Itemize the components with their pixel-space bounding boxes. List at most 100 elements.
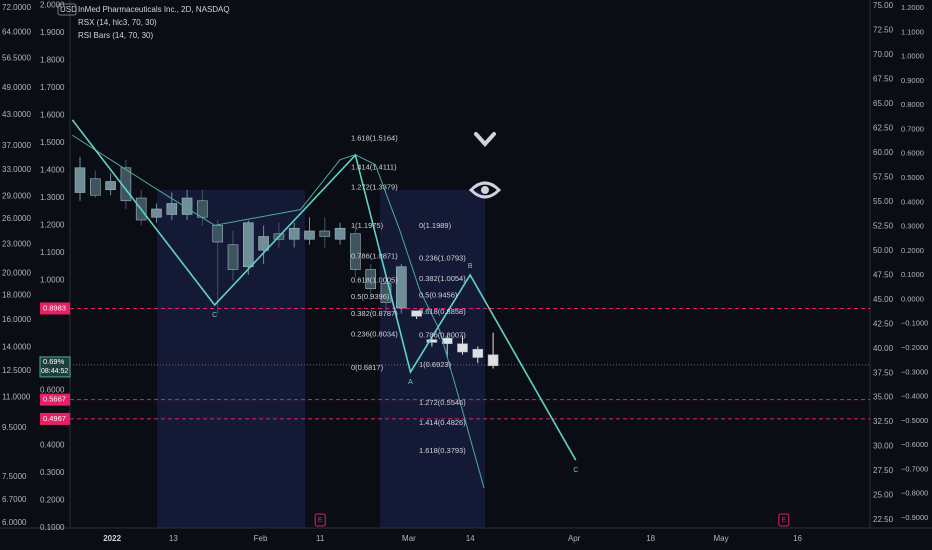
fib-label: 0.5(0.9396): [351, 292, 390, 301]
y-tick-label: 1.8000: [40, 56, 65, 65]
y0-tick-label: 9.5000: [2, 423, 27, 432]
y-tick-label: 0.1000: [40, 523, 65, 532]
level-badge: [40, 302, 70, 315]
y2-tick-label: 40.00: [873, 344, 894, 353]
y0-tick-label: 16.0000: [2, 315, 31, 324]
y0-tick-label: 11.0000: [2, 392, 31, 401]
y3-tick-label: −0.7000: [901, 464, 928, 473]
fib-label: 0.236(0.8034): [351, 330, 398, 339]
y3-tick-label: 0.0000: [901, 294, 924, 303]
y2-tick-label: 60.00: [873, 148, 894, 157]
candle-body: [151, 208, 162, 218]
y0-tick-label: 29.0000: [2, 192, 31, 201]
y0-tick-label: 23.0000: [2, 240, 31, 249]
candle-body: [105, 181, 116, 191]
y2-tick-label: 72.50: [873, 26, 894, 35]
y-tick-label: 0.6000: [40, 386, 65, 395]
candle-body: [426, 339, 438, 343]
level-badge: [40, 393, 70, 406]
y0-tick-label: 20.0000: [2, 269, 31, 278]
y-tick-label: 1.7000: [40, 83, 65, 92]
y0-tick-label: 12.5000: [2, 366, 31, 375]
y0-tick-label: 6.7000: [2, 495, 27, 504]
y3-tick-label: 0.8000: [901, 100, 924, 109]
collapse-icon[interactable]: [474, 132, 496, 147]
y0-tick-label: 7.5000: [2, 472, 27, 481]
x-tick-label: 2022: [103, 534, 121, 543]
y-tick-label: 2.0000: [40, 1, 65, 10]
y0-tick-label: 14.0000: [2, 343, 31, 352]
y2-tick-label: 35.00: [873, 393, 894, 402]
rsi-zone: [157, 190, 305, 528]
fib-label: 1.618(0.3793): [419, 446, 466, 455]
y2-tick-label: 32.50: [873, 417, 894, 426]
fib-label: 0.236(1.0793): [419, 254, 466, 263]
y2-tick-label: 62.50: [873, 123, 894, 132]
y3-tick-label: −0.3000: [901, 367, 928, 376]
candle-body: [457, 343, 468, 353]
candle-body: [334, 227, 346, 240]
y0-tick-label: 6.0000: [2, 518, 27, 527]
y0-tick-label: 26.0000: [2, 214, 31, 223]
candle-body: [166, 203, 178, 215]
candle-body: [212, 225, 223, 243]
x-tick-label: 14: [466, 534, 475, 543]
current-badge: [39, 356, 71, 378]
zigzag-line: [71, 119, 577, 461]
y3-tick-label: 0.6000: [901, 149, 924, 158]
wave-label: C: [212, 312, 217, 319]
x-tick-label: 13: [169, 534, 178, 543]
fib-label: 1.272(0.5546): [419, 398, 466, 407]
fib-label: 0.786(1.0871): [351, 252, 398, 261]
y-tick-label: 0.2000: [40, 496, 65, 505]
y0-tick-label: 37.0000: [2, 141, 31, 150]
y2-tick-label: 37.50: [873, 368, 894, 377]
level-badge: [40, 412, 70, 425]
y3-tick-label: 0.5000: [901, 173, 924, 182]
y2-tick-label: 52.50: [873, 221, 894, 230]
candle-body: [288, 227, 300, 240]
y-tick-label: 1.4000: [40, 166, 65, 175]
fib-label: 0.618(1.0005): [351, 275, 398, 284]
current-time: 08:44:52: [41, 368, 68, 375]
y3-tick-label: −0.6000: [901, 440, 928, 449]
y3-tick-label: −0.2000: [901, 343, 928, 352]
y2-tick-label: 70.00: [873, 50, 894, 59]
candle-body: [411, 310, 422, 317]
fib-label: 1(1.1975): [351, 221, 384, 230]
y3-tick-label: 1.0000: [901, 52, 924, 61]
x-tick-label: 11: [316, 534, 325, 543]
candle-body: [365, 269, 377, 290]
y2-tick-label: 55.00: [873, 197, 894, 206]
candle-body: [181, 197, 193, 215]
fib-label: 0(0.6817): [351, 363, 384, 372]
eye-icon[interactable]: [468, 181, 502, 199]
event-marker: [778, 513, 790, 527]
y2-tick-label: 42.50: [873, 319, 894, 328]
currency-badge: [57, 3, 77, 16]
wave-label: B: [468, 263, 473, 270]
y0-tick-label: 64.0000: [2, 28, 31, 37]
fib-label: 1.272(1.3379): [351, 183, 398, 192]
y-tick-label: 1.0000: [40, 276, 65, 285]
y3-tick-label: 1.2000: [901, 3, 924, 12]
level-label: 0.5667: [43, 395, 66, 404]
x-tick-label: 16: [793, 534, 802, 543]
currency: USD: [60, 5, 77, 14]
y3-tick-label: −0.1000: [901, 319, 928, 328]
y3-tick-label: 0.4000: [901, 197, 924, 206]
y0-tick-label: 49.0000: [2, 83, 31, 92]
x-tick-label: May: [714, 534, 729, 543]
y3-tick-label: −0.8000: [901, 489, 928, 498]
candle-body: [319, 230, 331, 237]
y-tick-label: 1.5000: [40, 138, 65, 147]
candle-body: [90, 178, 101, 196]
fib-label: 0.382(0.8787): [351, 309, 398, 318]
y0-tick-label: 18.0000: [2, 290, 31, 299]
y2-tick-label: 67.50: [873, 75, 894, 84]
chart-title: InMed Pharmaceuticals Inc., 2D, NASDAQ: [78, 5, 230, 14]
wave-label: C: [573, 467, 578, 474]
candle-body: [74, 167, 86, 193]
y-tick-label: 1.1000: [40, 248, 65, 257]
